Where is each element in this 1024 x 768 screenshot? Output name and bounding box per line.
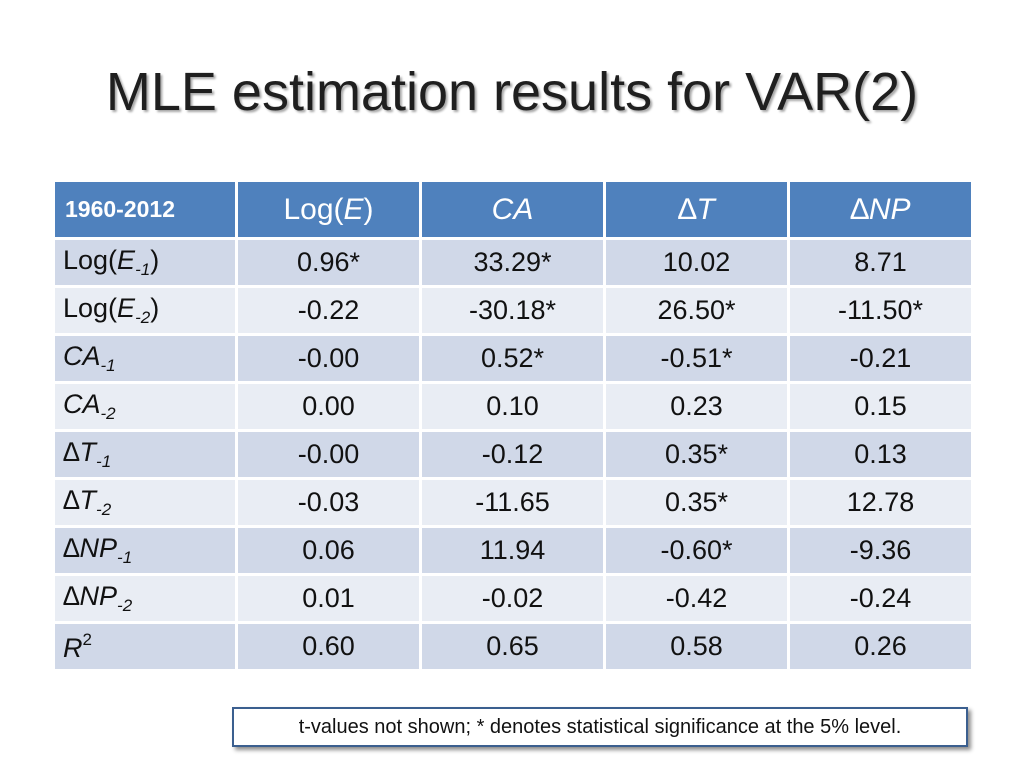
row-prefix: Log( bbox=[63, 245, 118, 275]
column-prefix: Log( bbox=[283, 192, 344, 226]
row-label: ∆T-1 bbox=[52, 429, 238, 480]
row-variable: NP bbox=[79, 581, 118, 611]
table-cell: 0.01 bbox=[235, 573, 422, 624]
table-cell: 0.35* bbox=[603, 477, 790, 528]
row-label: Log(E-1) bbox=[52, 237, 238, 288]
table-row: R2 0.60 0.65 0.58 0.26 bbox=[52, 621, 974, 672]
table-cell: 8.71 bbox=[787, 237, 974, 288]
row-variable: NP bbox=[79, 533, 118, 563]
table-cell: 11.94 bbox=[419, 525, 606, 576]
table-cell: -0.51* bbox=[603, 333, 790, 384]
table-cell: 0.13 bbox=[787, 429, 974, 480]
table-row: CA-2 0.00 0.10 0.23 0.15 bbox=[52, 381, 974, 432]
table-cell: 0.26 bbox=[787, 621, 974, 672]
table-cell: -30.18* bbox=[419, 285, 606, 336]
table-row: Log(E-1) 0.96* 33.29* 10.02 8.71 bbox=[52, 237, 974, 288]
table-cell: 0.58 bbox=[603, 621, 790, 672]
row-variable: CA bbox=[63, 341, 101, 371]
table-cell: -0.00 bbox=[235, 429, 422, 480]
table-cell: -0.42 bbox=[603, 573, 790, 624]
column-header: Log(E) bbox=[235, 179, 422, 240]
column-variable: CA bbox=[491, 192, 534, 226]
table-cell: 0.60 bbox=[235, 621, 422, 672]
table-cell: -0.00 bbox=[235, 333, 422, 384]
table-cell: -0.02 bbox=[419, 573, 606, 624]
row-lag-subscript: -1 bbox=[117, 548, 133, 567]
table-cell: 10.02 bbox=[603, 237, 790, 288]
table-row: Log(E-2) -0.22 -30.18* 26.50* -11.50* bbox=[52, 285, 974, 336]
row-suffix: ) bbox=[150, 293, 160, 323]
table-cell: -11.50* bbox=[787, 285, 974, 336]
column-header: ∆NP bbox=[787, 179, 974, 240]
slide-title: MLE estimation results for VAR(2) bbox=[105, 62, 919, 122]
row-lag-subscript: -1 bbox=[135, 260, 151, 279]
row-label: ∆NP-2 bbox=[52, 573, 238, 624]
row-variable: T bbox=[79, 485, 97, 515]
table-cell: 33.29* bbox=[419, 237, 606, 288]
period-header: 1960-2012 bbox=[52, 179, 238, 240]
row-label: ∆T-2 bbox=[52, 477, 238, 528]
row-prefix: ∆ bbox=[63, 581, 80, 611]
row-label: CA-2 bbox=[52, 381, 238, 432]
table-row: ∆T-1 -0.00 -0.12 0.35* 0.13 bbox=[52, 429, 974, 480]
table-cell: 0.15 bbox=[787, 381, 974, 432]
footnote-box: t-values not shown; * denotes statistica… bbox=[232, 707, 968, 747]
row-variable: E bbox=[117, 245, 136, 275]
row-lag-subscript: -2 bbox=[96, 500, 112, 519]
row-prefix: Log( bbox=[63, 293, 118, 323]
table-cell: 0.52* bbox=[419, 333, 606, 384]
column-header: ∆T bbox=[603, 179, 790, 240]
row-variable: CA bbox=[63, 389, 101, 419]
table-cell: -0.24 bbox=[787, 573, 974, 624]
row-lag-subscript: -1 bbox=[96, 452, 112, 471]
row-variable: R bbox=[63, 632, 83, 663]
row-prefix: ∆ bbox=[63, 533, 80, 563]
row-variable: T bbox=[79, 437, 97, 467]
table-cell: 0.06 bbox=[235, 525, 422, 576]
row-suffix: ) bbox=[150, 245, 160, 275]
table-cell: -0.22 bbox=[235, 285, 422, 336]
column-variable: T bbox=[696, 192, 715, 226]
table-cell: -0.12 bbox=[419, 429, 606, 480]
table-row: ∆NP-1 0.06 11.94 -0.60* -9.36 bbox=[52, 525, 974, 576]
table-cell: 0.65 bbox=[419, 621, 606, 672]
table-cell: 0.10 bbox=[419, 381, 606, 432]
table-row: CA-1 -0.00 0.52* -0.51* -0.21 bbox=[52, 333, 974, 384]
row-prefix: ∆ bbox=[63, 437, 80, 467]
table-row: ∆T-2 -0.03 -11.65 0.35* 12.78 bbox=[52, 477, 974, 528]
column-header: CA bbox=[419, 179, 606, 240]
table-cell: 26.50* bbox=[603, 285, 790, 336]
table-cell: -0.03 bbox=[235, 477, 422, 528]
column-variable: NP bbox=[868, 192, 911, 226]
header-row: 1960-2012 Log(E) CA ∆T ∆NP bbox=[52, 179, 974, 240]
column-prefix: ∆ bbox=[678, 192, 697, 226]
row-lag-subscript: -2 bbox=[135, 308, 151, 327]
table-cell: 0.00 bbox=[235, 381, 422, 432]
row-lag-subscript: -1 bbox=[100, 356, 116, 375]
table-cell: -11.65 bbox=[419, 477, 606, 528]
table-cell: -9.36 bbox=[787, 525, 974, 576]
row-label: CA-1 bbox=[52, 333, 238, 384]
table-cell: -0.60* bbox=[603, 525, 790, 576]
results-table: 1960-2012 Log(E) CA ∆T ∆NP Log(E-1) 0.96* 33.… bbox=[52, 179, 974, 672]
row-label: R2 bbox=[52, 621, 238, 672]
row-label: ∆NP-1 bbox=[52, 525, 238, 576]
row-superscript: 2 bbox=[82, 629, 92, 649]
row-prefix: ∆ bbox=[63, 485, 80, 515]
column-suffix: ) bbox=[363, 192, 374, 226]
table-cell: 0.96* bbox=[235, 237, 422, 288]
row-lag-subscript: -2 bbox=[117, 596, 133, 615]
table-cell: 0.23 bbox=[603, 381, 790, 432]
row-label: Log(E-2) bbox=[52, 285, 238, 336]
column-variable: E bbox=[343, 192, 364, 226]
table-row: ∆NP-2 0.01 -0.02 -0.42 -0.24 bbox=[52, 573, 974, 624]
table-cell: 12.78 bbox=[787, 477, 974, 528]
table-cell: -0.21 bbox=[787, 333, 974, 384]
column-prefix: ∆ bbox=[850, 192, 869, 226]
row-lag-subscript: -2 bbox=[100, 404, 116, 423]
row-variable: E bbox=[117, 293, 136, 323]
table-cell: 0.35* bbox=[603, 429, 790, 480]
